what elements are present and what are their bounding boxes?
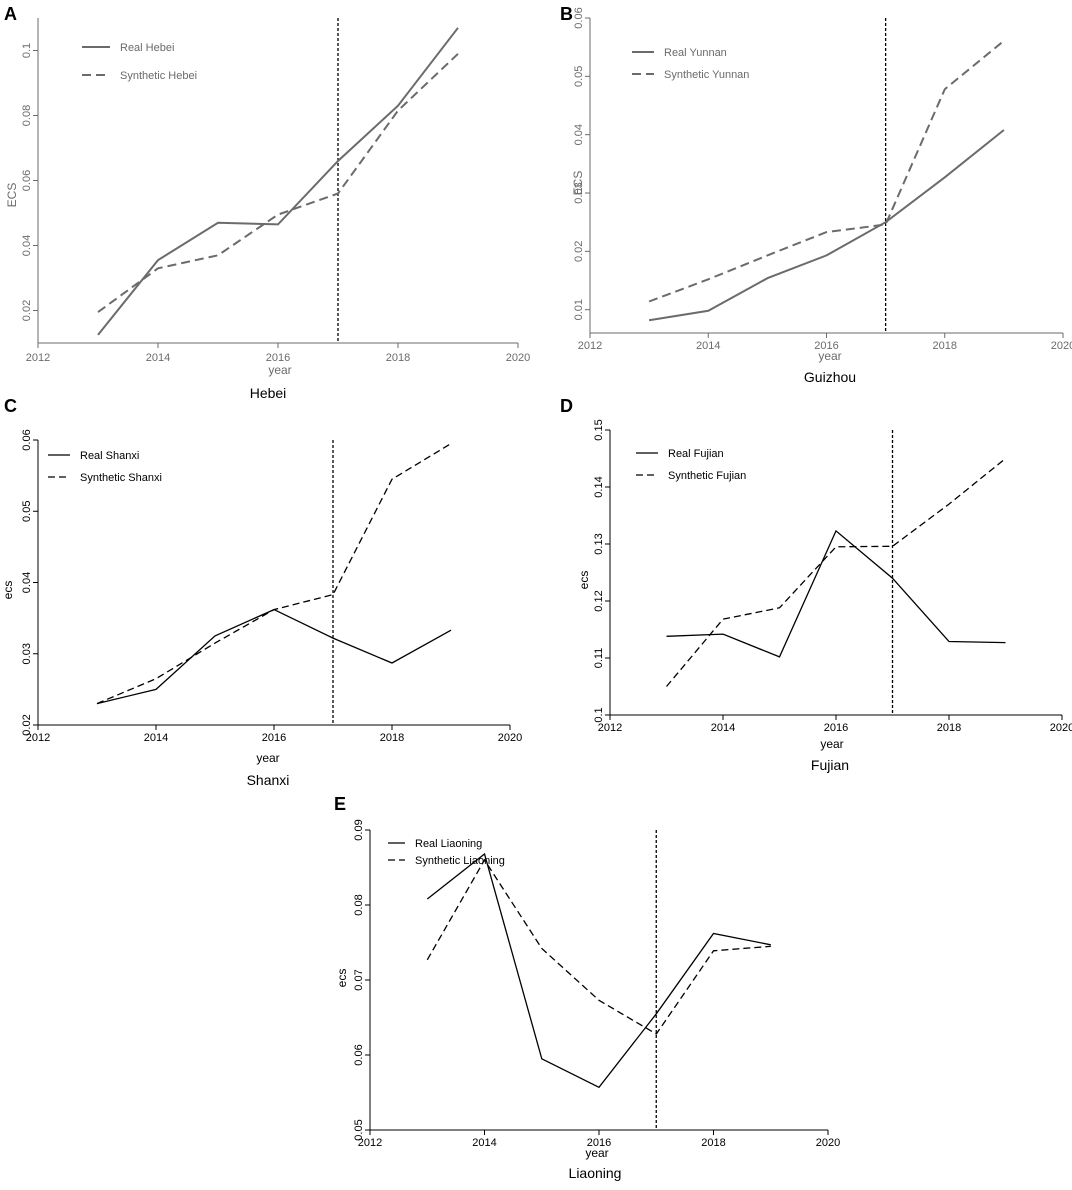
- panel-e-y-tick-label: 0.05: [353, 1119, 365, 1140]
- panel-a: A 2012 2014 2016 2018 2020 0.02 0.04 0.06 0.08 0.1…: [4, 4, 530, 401]
- panel-a-series-synthetic: [97, 53, 459, 313]
- panel-a-legend-label: Real Hebei: [120, 42, 174, 54]
- panel-b-x-tick-label: 2012: [578, 340, 602, 352]
- panel-a-x-tick-label: 2012: [26, 352, 50, 364]
- panel-a-y-tick-label: 0.06: [21, 170, 33, 191]
- panel-e-y-tick-label: 0.07: [353, 969, 365, 990]
- panel-d-y-tick-label: 0.13: [593, 533, 605, 554]
- panel-e-series-synthetic: [426, 858, 771, 1035]
- panel-d-legend-label: Synthetic Fujian: [668, 470, 746, 482]
- panel-a-y-tick-label: 0.1: [21, 43, 33, 58]
- panel-c-series-real: [96, 608, 452, 705]
- panel-c-y-tick-label: 0.03: [21, 643, 33, 664]
- panel-d-y-tick-label: 0.15: [593, 419, 605, 440]
- panel-b-x-tick-label: 2016: [814, 340, 838, 352]
- panel-b-x-axis-title: year: [818, 349, 841, 363]
- panel-d-y-tick-label: 0.11: [593, 648, 605, 669]
- panel-e-letter: E: [334, 794, 346, 814]
- panel-e-series-real: [426, 852, 771, 1089]
- panel-b-y-tick-label: 0.05: [573, 66, 585, 87]
- panel-e-legend-label: Real Liaoning: [415, 838, 482, 850]
- panel-a-x-axis-title: year: [268, 363, 291, 377]
- panel-d-x-tick-label: 2016: [824, 722, 848, 734]
- panel-a-x-tick-label: 2020: [506, 352, 530, 364]
- panel-a-letter: A: [4, 4, 17, 24]
- panel-b-x-tick-label: 2020: [1051, 340, 1072, 352]
- panel-d-y-tick-label: 0.12: [593, 590, 605, 611]
- panel-b-y-axis-title: ECS: [571, 171, 585, 196]
- panel-a-y-tick-label: 0.04: [21, 235, 33, 256]
- panel-a-series-real: [97, 27, 459, 336]
- panel-e-x-tick-label: 2018: [701, 1137, 725, 1149]
- panel-a-y-tick-label: 0.08: [21, 105, 33, 126]
- panel-c-y-axis-title: ecs: [1, 581, 15, 600]
- panel-b-y-tick-label: 0.03: [573, 182, 585, 203]
- panel-d-y-tick-label: 0.14: [593, 476, 605, 497]
- panel-a-y-axis-title: ECS: [5, 183, 19, 208]
- panel-d-x-tick-label: 2014: [711, 722, 735, 734]
- panel-c-y-tick-label: 0.06: [21, 429, 33, 450]
- panel-d-x-tick-label: 2020: [1050, 722, 1072, 734]
- panel-d-series-real: [666, 529, 1006, 658]
- panel-b-caption: Guizhou: [804, 369, 856, 385]
- panel-b-legend-label: Synthetic Yunnan: [664, 69, 749, 81]
- panel-c-x-tick-label: 2014: [144, 732, 168, 744]
- panel-b-series-synthetic: [648, 40, 1005, 303]
- panel-b-y-tick-label: 0.04: [573, 124, 585, 145]
- panel-c-y-tick-label: 0.05: [21, 501, 33, 522]
- panel-e-y-tick-label: 0.08: [353, 894, 365, 915]
- panel-b-y-tick-label: 0.01: [573, 299, 585, 320]
- panel-a-legend-label: Synthetic Hebei: [120, 70, 197, 82]
- panel-c-caption: Shanxi: [247, 772, 290, 788]
- panel-e-x-axis-title: year: [585, 1146, 608, 1160]
- panel-c-x-tick-label: 2012: [26, 732, 50, 744]
- panel-b-letter: B: [560, 4, 573, 24]
- panel-d-letter: D: [560, 396, 573, 416]
- panel-c-x-tick-label: 2020: [498, 732, 522, 744]
- panel-c-legend-label: Synthetic Shanxi: [80, 472, 162, 484]
- panel-b-y-tick-label: 0.02: [573, 241, 585, 262]
- panel-c-x-tick-label: 2018: [380, 732, 404, 744]
- panel-a-x-tick-label: 2014: [146, 352, 170, 364]
- panel-a-y-tick-label: 0.02: [21, 300, 33, 321]
- panel-e-caption: Liaoning: [569, 1165, 622, 1181]
- panel-c-legend-label: Real Shanxi: [80, 450, 139, 462]
- panel-e-x-tick-label: 2012: [358, 1137, 382, 1149]
- panel-a-x-tick-label: 2016: [266, 352, 290, 364]
- panel-d-caption: Fujian: [811, 757, 849, 773]
- panel-a-x-tick-label: 2018: [386, 352, 410, 364]
- panel-e-y-tick-label: 0.09: [353, 819, 365, 840]
- panel-d: D 2012 2014 2016 2018 2020 0.1 0.11 0.12 0.13 0.14…: [560, 396, 1072, 773]
- panel-c-letter: C: [4, 396, 17, 416]
- panel-b: B 2012 2014 2016 2018 2020 0.01 0.02 0.03 0.04 0.0…: [560, 4, 1072, 385]
- panel-e-x-tick-label: 2014: [472, 1137, 496, 1149]
- panel-d-series-synthetic: [666, 457, 1006, 687]
- panel-e-y-tick-label: 0.06: [353, 1044, 365, 1065]
- panel-e: E 2012 2014 2016 2018 2020 0.05 0.06 0.07 0.08 0.0…: [334, 794, 840, 1181]
- panel-c: C 2012 2014 2016 2018 2020 0.02 0.03 0.04 0.05 0.0…: [1, 396, 522, 788]
- panel-c-y-tick-label: 0.02: [21, 714, 33, 735]
- panel-c-series-synthetic: [96, 443, 452, 705]
- panel-c-x-axis-title: year: [256, 751, 279, 765]
- panel-b-series-real: [648, 129, 1005, 322]
- panel-d-y-tick-label: 0.1: [593, 707, 605, 722]
- panel-d-legend-label: Real Fujian: [668, 448, 724, 460]
- panel-d-x-tick-label: 2012: [598, 722, 622, 734]
- panel-a-caption: Hebei: [250, 385, 287, 401]
- panel-e-x-tick-label: 2020: [816, 1137, 840, 1149]
- panel-d-y-axis-title: ecs: [577, 571, 591, 590]
- panel-b-y-tick-label: 0.06: [573, 7, 585, 28]
- panel-b-legend-label: Real Yunnan: [664, 47, 727, 59]
- panel-b-x-tick-label: 2018: [933, 340, 957, 352]
- panel-b-x-tick-label: 2014: [696, 340, 720, 352]
- panel-c-y-tick-label: 0.04: [21, 572, 33, 593]
- panel-e-x-tick-label: 2016: [587, 1137, 611, 1149]
- panel-c-x-tick-label: 2016: [262, 732, 286, 744]
- panel-d-x-axis-title: year: [820, 737, 843, 751]
- panel-d-x-tick-label: 2018: [937, 722, 961, 734]
- panel-e-legend-label: Synthetic Liaoning: [415, 855, 505, 867]
- panel-e-y-axis-title: ecs: [335, 969, 349, 988]
